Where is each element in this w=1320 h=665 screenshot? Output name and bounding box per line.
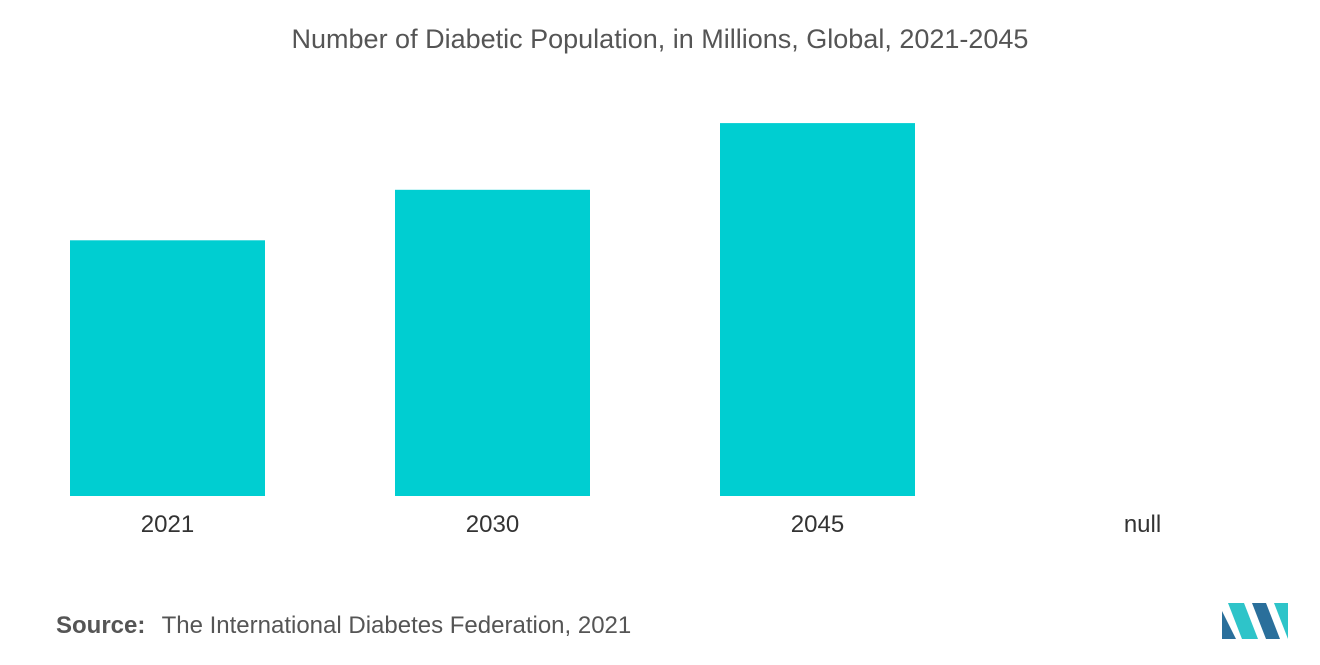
chart-title: Number of Diabetic Population, in Millio…: [291, 24, 1029, 54]
bar-2045: [720, 123, 915, 496]
x-tick-label: 2045: [791, 511, 844, 538]
source-text: The International Diabetes Federation, 2…: [161, 612, 632, 639]
source-note: Source: The International Diabetes Feder…: [56, 612, 631, 640]
x-tick-label: null: [1124, 511, 1161, 538]
mordor-intelligence-logo-icon: [1222, 603, 1288, 639]
source-label: Source:: [56, 612, 146, 639]
x-tick-label: 2021: [141, 511, 194, 538]
bar-2030: [395, 189, 590, 497]
x-tick-label: 2030: [466, 511, 519, 538]
bar-2021: [70, 240, 265, 496]
